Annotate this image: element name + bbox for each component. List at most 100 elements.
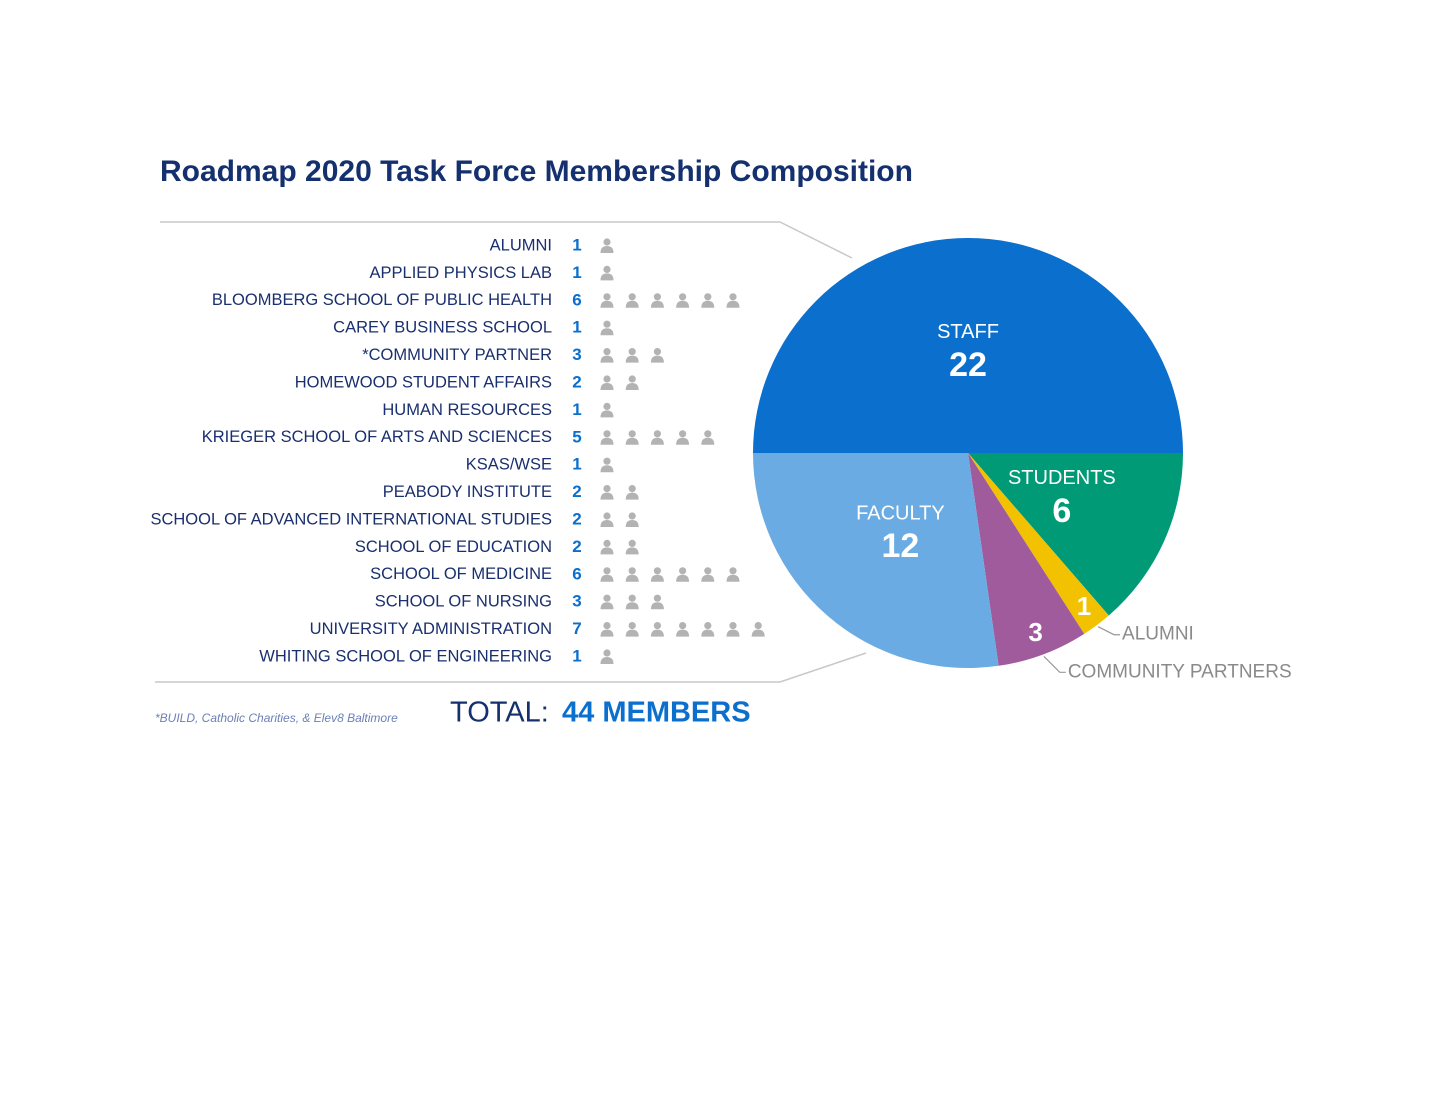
- leader-line: [1097, 626, 1121, 636]
- row-value: 1: [572, 400, 581, 419]
- row-label: *COMMUNITY PARTNER: [362, 346, 552, 364]
- person-icon: [701, 622, 715, 637]
- icon-body: [625, 383, 639, 390]
- icon-head: [628, 567, 636, 575]
- icon-body: [726, 574, 740, 582]
- slice-name: ALUMNI: [1122, 624, 1194, 645]
- person-icon: [625, 539, 639, 555]
- icon-body: [676, 574, 690, 582]
- icon-body: [701, 437, 715, 445]
- icon-head: [628, 622, 636, 630]
- person-icon: [600, 567, 614, 582]
- icon-body: [600, 355, 614, 363]
- person-icon: [600, 320, 614, 336]
- person-icon: [600, 238, 614, 253]
- icon-body: [751, 629, 765, 637]
- icon-body: [600, 383, 614, 390]
- person-icon: [726, 622, 740, 637]
- icon-body: [600, 520, 614, 527]
- icon-head: [704, 293, 712, 301]
- pie-slice: [753, 238, 1183, 453]
- icon-head: [704, 622, 712, 630]
- row-value: 2: [572, 509, 581, 528]
- icon-head: [679, 567, 687, 575]
- icon-body: [625, 602, 639, 610]
- icon-head: [653, 622, 662, 630]
- icon-head: [653, 348, 662, 356]
- icon-head: [603, 293, 611, 301]
- icon-head: [729, 622, 737, 630]
- pie-slice: [968, 453, 1085, 666]
- person-icon: [600, 539, 614, 555]
- icon-head: [729, 567, 737, 575]
- slice-name: COMMUNITY PARTNERS: [1068, 661, 1292, 682]
- icon-body: [650, 574, 664, 582]
- row-value: 2: [572, 537, 581, 556]
- person-icon: [701, 293, 715, 308]
- icon-head: [603, 457, 611, 465]
- slice-value: 12: [882, 527, 920, 565]
- person-icon: [600, 265, 614, 281]
- person-icon: [625, 293, 639, 308]
- icon-body: [676, 437, 690, 445]
- person-icon: [600, 430, 614, 445]
- row-label: BLOOMBERG SCHOOL OF PUBLIC HEALTH: [212, 291, 552, 309]
- icon-head: [628, 430, 636, 438]
- total: 44 MEMBERS: [562, 697, 751, 729]
- row-value: 3: [572, 345, 581, 364]
- icon-body: [701, 300, 715, 308]
- person-icon: [726, 293, 740, 308]
- row-value: 6: [572, 290, 581, 309]
- slice-name: STAFF: [937, 321, 999, 343]
- icon-body: [625, 520, 639, 527]
- icon-body: [600, 465, 614, 473]
- icon-head: [603, 375, 611, 383]
- icon-head: [679, 430, 687, 438]
- icon-head: [628, 348, 636, 356]
- icon-head: [628, 293, 636, 301]
- pie-slice: [968, 453, 1183, 616]
- icon-head: [628, 594, 636, 602]
- person-icon: [650, 594, 664, 610]
- icon-body: [625, 437, 639, 445]
- icon-body: [726, 629, 740, 637]
- person-icon: [625, 594, 639, 610]
- person-icon: [600, 402, 614, 418]
- person-icon: [625, 485, 639, 500]
- row-value: 1: [572, 318, 581, 337]
- icon-body: [600, 300, 614, 308]
- person-icon: [625, 622, 639, 637]
- slice-name: STUDENTS: [1008, 467, 1116, 489]
- person-icon: [650, 348, 664, 363]
- footnote: *BUILD, Catholic Charities, & Elev8 Balt…: [155, 711, 398, 725]
- row-label: ALUMNI: [490, 236, 552, 254]
- slice-name: FACULTY: [856, 502, 945, 524]
- person-icon: [625, 567, 639, 582]
- pie-slice: [968, 453, 1109, 634]
- icon-head: [679, 622, 687, 630]
- leader-line: [1043, 655, 1066, 673]
- row-value: 2: [572, 372, 581, 391]
- icon-body: [650, 300, 664, 308]
- icon-head: [603, 238, 611, 246]
- icon-head: [603, 320, 611, 328]
- row-value: 1: [572, 455, 581, 474]
- icon-body: [600, 410, 614, 418]
- row-label: UNIVERSITY ADMINISTRATION: [310, 620, 552, 638]
- row-label: KRIEGER SCHOOL OF ARTS AND SCIENCES: [202, 428, 552, 446]
- row-value: 5: [572, 427, 581, 446]
- icon-head: [704, 430, 712, 438]
- person-icon: [625, 375, 639, 390]
- icon-body: [625, 492, 639, 500]
- icon-head: [679, 293, 687, 301]
- bracket-bottom: [155, 652, 867, 683]
- icon-head: [628, 485, 636, 493]
- icon-body: [600, 246, 614, 253]
- icon-body: [625, 300, 639, 308]
- person-icon: [600, 512, 614, 527]
- row-value: 2: [572, 482, 581, 501]
- icon-body: [600, 547, 614, 555]
- person-icon: [701, 430, 715, 445]
- icon-body: [676, 300, 690, 308]
- icon-head: [603, 649, 611, 657]
